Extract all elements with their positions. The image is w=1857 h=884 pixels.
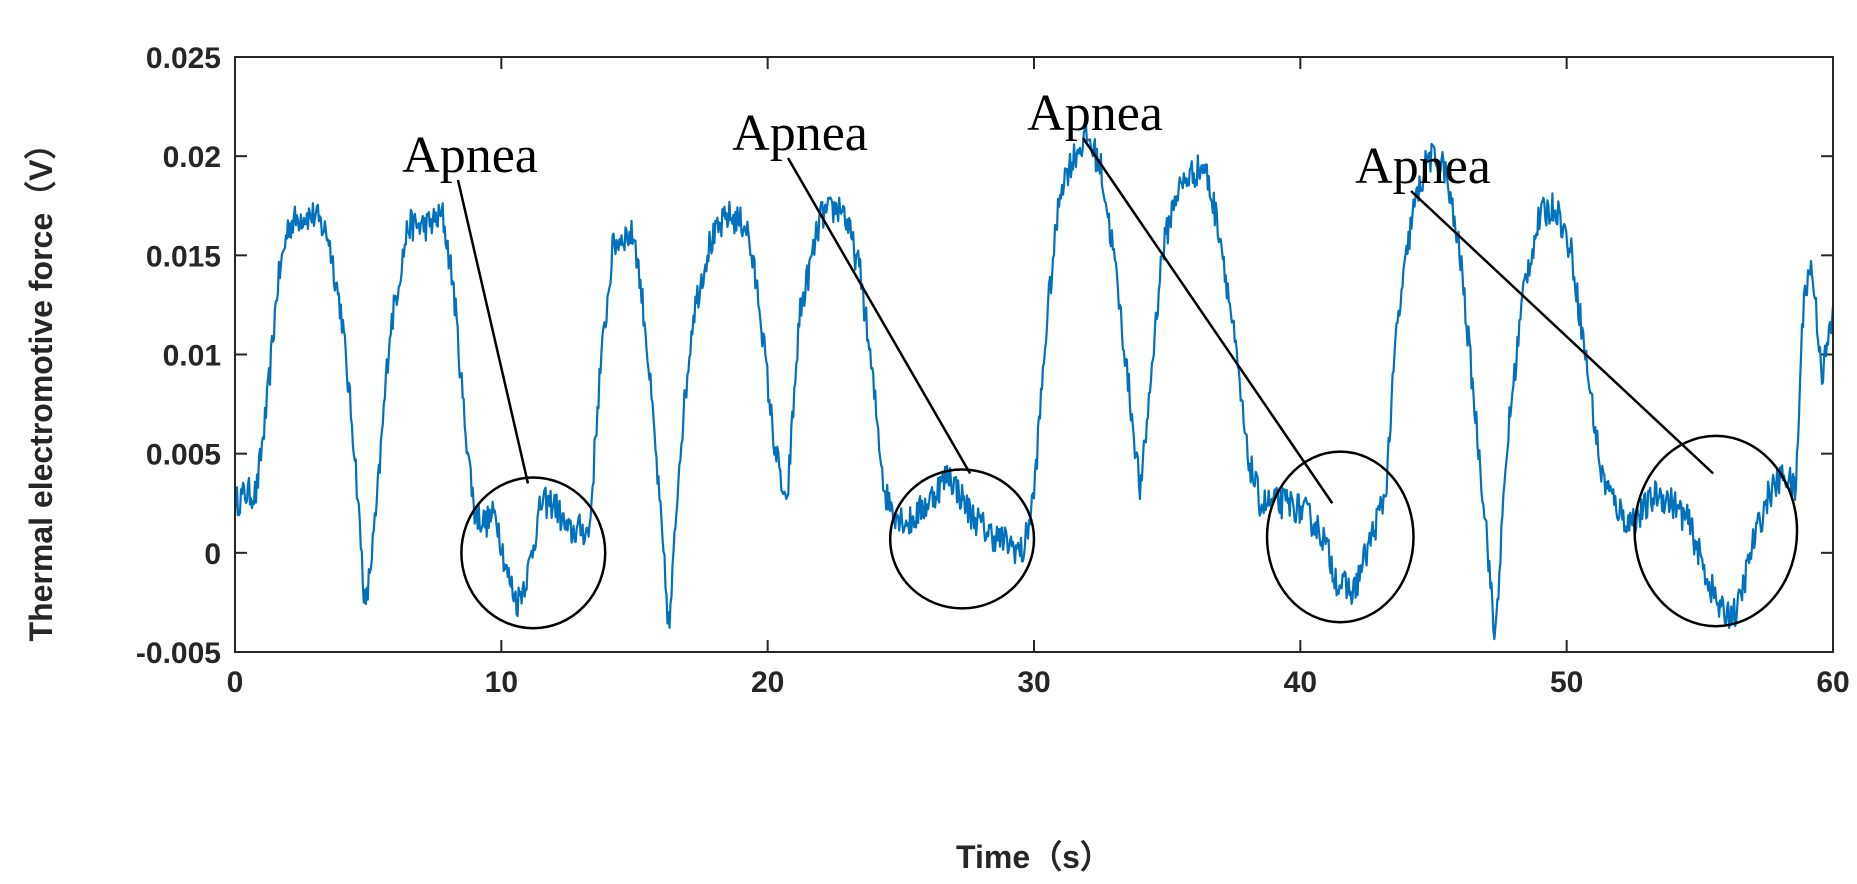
apnea-circle — [1265, 450, 1415, 624]
y-tick-label: 0.01 — [163, 340, 221, 373]
x-tick-label: 40 — [1284, 666, 1317, 699]
annotation-pointer — [1081, 137, 1334, 504]
annotation-pointer — [1410, 190, 1715, 475]
x-tick-label: 10 — [485, 666, 518, 699]
x-tick-label: 30 — [1017, 666, 1050, 699]
x-tick-label: 0 — [227, 666, 244, 699]
x-axis-label: Time（s） — [956, 839, 1112, 875]
annotation-label: Apnea — [1027, 85, 1163, 142]
y-tick-label: 0.025 — [146, 42, 221, 75]
annotation-label: Apnea — [1355, 138, 1491, 195]
tick-labels: 0 10 20 30 40 50 60-0.00500.0050.010.0150.020.… — [136, 42, 1850, 699]
plot-frame — [234, 56, 1834, 653]
y-tick-label: 0 — [204, 538, 221, 571]
annotation-pointer — [456, 179, 530, 484]
series-group — [233, 121, 1835, 643]
apnea-circle — [1633, 434, 1799, 628]
y-tick-label: 0.02 — [163, 141, 221, 174]
annotation-label: Apnea — [402, 127, 538, 184]
x-tick-label: 50 — [1550, 666, 1583, 699]
annotation-label: Apnea — [732, 105, 868, 162]
x-tick-label: 60 — [1816, 666, 1849, 699]
series-line — [233, 121, 1835, 641]
apnea-circle — [888, 468, 1036, 610]
apnea-circle — [460, 476, 607, 630]
annotations-group: Apnea Apnea Apnea Apnea — [402, 85, 1799, 630]
x-tick-label: 20 — [751, 666, 784, 699]
y-axis-label: Thermal electromotive force（V） — [23, 128, 59, 642]
y-tick-label: 0.005 — [146, 439, 221, 472]
y-tick-label: 0.015 — [146, 240, 221, 273]
y-tick-label: -0.005 — [136, 637, 221, 670]
annotation-pointer — [786, 157, 972, 475]
